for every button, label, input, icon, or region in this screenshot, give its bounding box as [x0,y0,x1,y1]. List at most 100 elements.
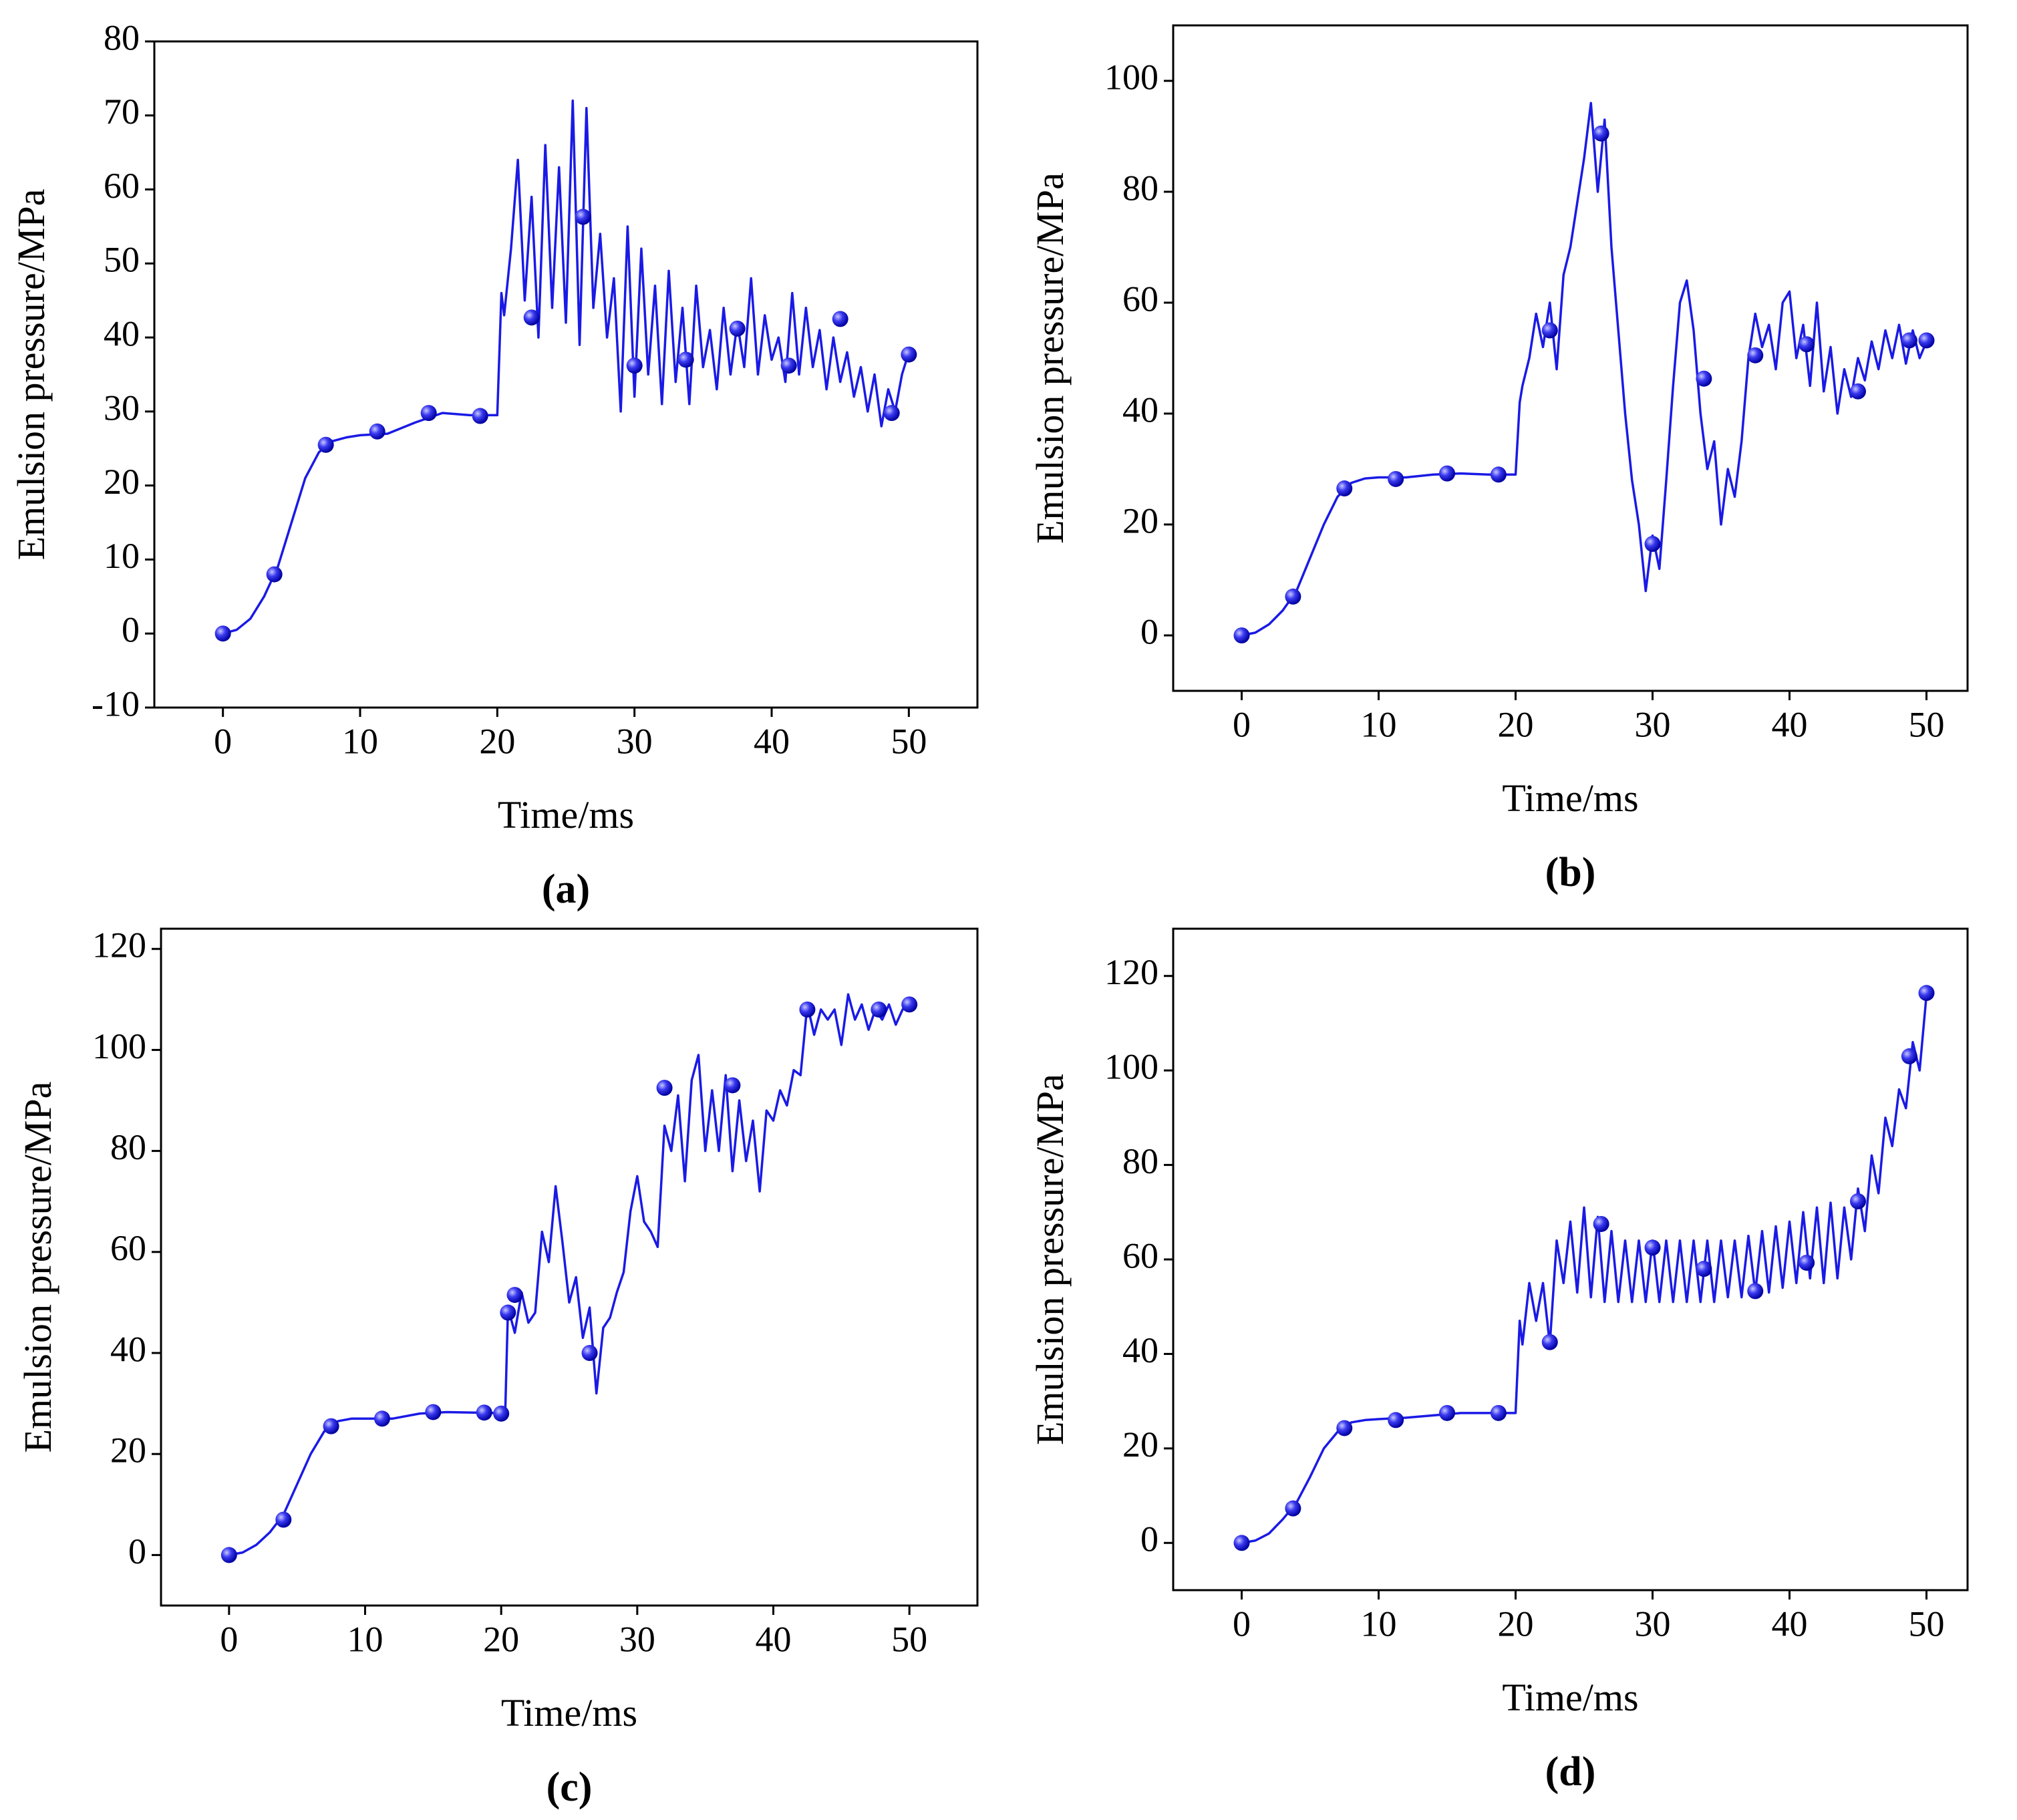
x-tick-label: 30 [617,721,653,761]
marker [1901,1048,1917,1064]
data-line [228,993,911,1557]
marker [420,405,437,422]
y-tick-label: 80 [104,17,140,57]
marker [575,208,591,225]
marker [626,357,643,374]
x-tick-label: 20 [483,1619,519,1659]
marker [1799,1254,1815,1271]
x-tick-label: 30 [1635,704,1671,744]
y-tick-label: 40 [110,1329,146,1369]
plot-frame [1172,927,1969,1591]
x-tick-label: 50 [1909,704,1945,744]
marker [1593,125,1609,142]
y-tick-label: 80 [1122,1141,1158,1181]
marker [901,346,917,363]
marker [901,996,918,1013]
marker [1541,1334,1558,1350]
y-tick-label: 60 [1122,1235,1158,1275]
marker [1490,466,1507,483]
x-tick-label: 0 [1233,1604,1251,1644]
x-tick-label: 20 [479,721,515,761]
panel-label: (c) [547,1765,593,1810]
x-tick-label: 40 [1772,1604,1808,1644]
marker [1285,588,1301,605]
marker [1388,470,1404,487]
marker [1285,1500,1301,1517]
marker [373,1410,390,1427]
panel-label: (b) [1545,850,1596,895]
y-tick-label: 80 [110,1127,146,1167]
marker [323,1418,339,1434]
x-tick-label: 0 [220,1619,238,1659]
marker [1850,1193,1866,1210]
panel-label: (a) [542,867,590,912]
marker [799,1001,816,1018]
marker [266,566,283,583]
marker [1747,347,1764,363]
y-tick-label: 100 [92,1026,146,1066]
marker [656,1080,673,1096]
marker [677,351,694,368]
y-tick-label: 120 [1104,952,1158,992]
marker [1850,383,1866,400]
x-tick-label: 10 [1361,704,1397,744]
x-axis-title: Time/ms [1502,776,1638,820]
y-tick-label: 20 [104,462,140,502]
y-tick-label: 50 [104,240,140,280]
x-tick-label: 0 [214,721,232,761]
marker [1696,1261,1712,1277]
y-tick-label: 60 [110,1228,146,1268]
marker [523,309,540,326]
marker [500,1304,516,1321]
marker [214,625,231,642]
y-axis-title: Emulsion pressure/MPa [16,1082,59,1453]
marker [369,423,385,440]
marker [724,1077,741,1094]
marker [425,1404,442,1420]
x-tick-label: 30 [1635,1604,1671,1644]
marker [1799,336,1815,353]
y-axis-title: Emulsion pressure/MPa [1028,172,1072,544]
data-line [222,99,911,635]
marker [1541,322,1558,339]
x-tick-label: 10 [342,721,378,761]
y-tick-label: 80 [1122,168,1158,208]
marker [832,311,848,327]
marker [1918,985,1935,1002]
marker [1644,1239,1661,1256]
y-tick-label: 40 [104,314,140,354]
marker [1233,627,1250,643]
x-tick-label: 50 [891,1619,927,1659]
marker [780,357,797,374]
x-tick-label: 20 [1498,1604,1534,1644]
y-tick-label: 100 [1104,1047,1158,1087]
y-tick-label: 40 [1122,1330,1158,1370]
x-axis-title: Time/ms [1502,1676,1638,1719]
marker [317,436,334,453]
y-tick-label: 20 [1122,1424,1158,1465]
plot-frame [153,40,979,709]
marker [493,1405,510,1422]
x-axis-title: Time/ms [501,1691,637,1734]
y-tick-label: 0 [1140,1519,1158,1559]
y-tick-label: 20 [110,1430,146,1471]
marker [1901,332,1917,349]
y-tick-label: 30 [104,388,140,428]
y-tick-label: 100 [1104,57,1158,97]
y-tick-label: 60 [1122,279,1158,319]
marker [1593,1215,1609,1232]
y-tick-label: 120 [92,925,146,965]
panel-label: (d) [1545,1749,1596,1795]
marker [1747,1283,1764,1300]
x-tick-label: 30 [619,1619,655,1659]
marker [883,405,900,422]
marker [1490,1404,1507,1421]
y-axis-title: Emulsion pressure/MPa [9,189,53,561]
y-tick-label: 0 [128,1531,146,1571]
x-tick-label: 50 [891,721,927,761]
marker [476,1404,492,1421]
y-tick-label: 20 [1122,500,1158,541]
y-tick-label: 10 [104,536,140,576]
x-tick-label: 0 [1233,704,1251,744]
x-tick-label: 10 [347,1619,383,1659]
